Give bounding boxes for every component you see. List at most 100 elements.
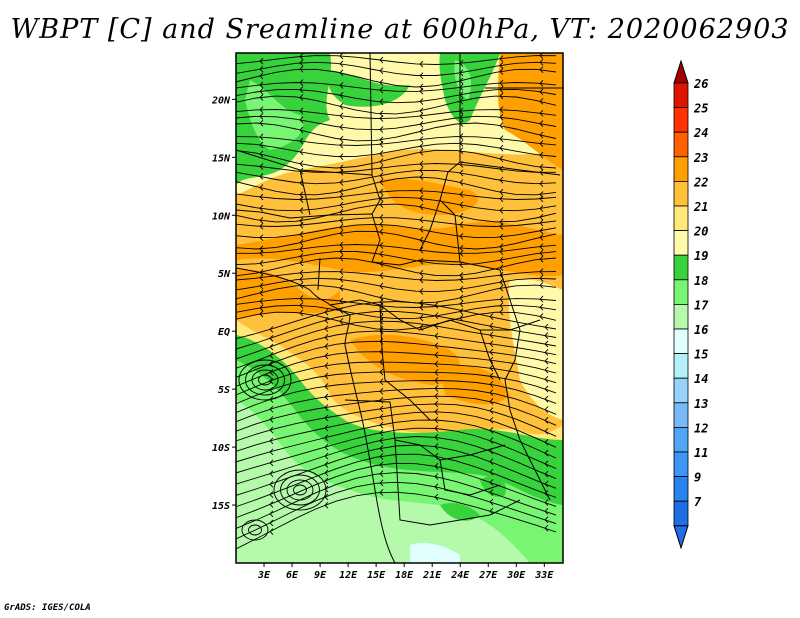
streamline-arrow <box>324 343 329 350</box>
streamline-arrow <box>434 443 439 450</box>
streamline-arrow <box>259 274 264 282</box>
colorbar-segment <box>673 131 689 158</box>
streamline-arrow <box>379 214 384 221</box>
streamline-arrow <box>259 106 264 114</box>
streamline-arrow <box>489 340 494 348</box>
streamline-arrow <box>324 485 329 493</box>
streamline-arrow <box>379 79 384 86</box>
streamline-arrow <box>489 426 494 434</box>
streamline <box>236 88 557 104</box>
streamline-arrow <box>419 226 424 233</box>
streamline-arrow <box>459 179 464 186</box>
streamline-arrow <box>434 483 439 491</box>
colorbar-label: 13 <box>694 397 708 411</box>
streamline-arrow <box>324 383 329 390</box>
streamline-arrow <box>499 122 504 129</box>
streamline-arrow <box>259 216 264 224</box>
colorbar-segment <box>673 402 689 428</box>
streamline-arrow <box>269 426 274 434</box>
streamline-arrow <box>269 416 274 423</box>
streamline <box>236 298 557 308</box>
streamline-arrow <box>379 272 384 279</box>
streamline <box>236 223 557 239</box>
streamline <box>236 257 557 277</box>
streamline-arrow <box>459 250 464 257</box>
streamline-arrow <box>339 141 344 149</box>
streamline-arrow <box>419 246 424 254</box>
streamline-arrow <box>544 406 549 413</box>
streamline-arrow <box>299 116 304 124</box>
colorbar-label: 26 <box>693 77 708 91</box>
streamline-arrow <box>299 275 304 283</box>
streamline-arrow <box>299 207 304 214</box>
streamline-arrow <box>539 66 544 73</box>
colorbar-label: 15 <box>694 348 708 362</box>
streamline-arrow <box>299 59 304 67</box>
streamline <box>236 472 557 529</box>
streamline <box>236 387 557 425</box>
streamline-arrow <box>419 276 424 284</box>
streamline-arrow <box>324 443 329 451</box>
streamline-arrow <box>299 239 304 246</box>
streamline-arrow <box>539 249 544 257</box>
colorbar-label: 18 <box>694 274 708 288</box>
streamline <box>236 142 557 157</box>
streamline-arrow <box>434 377 439 384</box>
streamline-arrow <box>259 163 264 170</box>
streamline-arrow <box>499 113 504 121</box>
streamline-arrow <box>499 243 504 251</box>
streamline-arrow <box>459 244 464 252</box>
streamline <box>236 196 557 212</box>
streamline-arrow <box>419 288 424 295</box>
streamline <box>236 284 557 304</box>
streamline-arrow <box>419 258 424 265</box>
streamline-arrow <box>269 480 274 488</box>
streamline-arrow <box>324 452 329 460</box>
streamline-arrow <box>339 241 344 249</box>
colorbar-label: 24 <box>693 126 708 140</box>
streamline-arrow <box>419 142 424 150</box>
streamline <box>236 68 557 88</box>
streamline-arrow <box>339 268 344 276</box>
streamline-arrow <box>499 256 504 264</box>
streamline-arrow <box>539 281 544 289</box>
streamline <box>236 395 557 435</box>
streamline-arrow <box>434 416 439 424</box>
streamline-arrow <box>419 236 424 244</box>
streamline-arrow <box>489 364 494 372</box>
streamline-arrow <box>459 221 464 228</box>
streamline-arrow <box>299 79 304 86</box>
streamline-arrow <box>299 259 304 267</box>
streamline-arrow <box>419 60 424 68</box>
lat-tick-label: 15N <box>212 153 231 164</box>
streamline-arrow <box>544 349 549 356</box>
streamline-arrow <box>499 165 504 173</box>
streamline-arrow <box>459 213 464 220</box>
streamline-arrow <box>419 149 424 156</box>
streamline-arrow <box>489 479 494 486</box>
lat-tick-label: 15S <box>212 501 230 512</box>
streamline-arrow <box>379 327 384 335</box>
streamline-arrow <box>539 151 544 159</box>
streamline-arrow <box>544 366 549 374</box>
colorbar-segment <box>673 476 689 502</box>
streamline-arrow <box>419 112 424 120</box>
streamline-arrow <box>489 372 494 380</box>
streamline-arrow <box>299 245 304 253</box>
colorbar-label: 11 <box>694 446 708 460</box>
streamline-arrow <box>324 501 329 509</box>
streamline-arrow <box>539 243 544 250</box>
streamline-arrow <box>419 87 424 95</box>
streamline-arrow <box>379 150 384 157</box>
streamline <box>236 380 557 415</box>
streamline-arrow <box>324 372 329 380</box>
streamline <box>236 491 557 550</box>
colorbar-top-arrow <box>673 59 689 84</box>
streamline-arrow <box>339 193 344 201</box>
streamline-arrow <box>434 493 439 501</box>
colorbar-bottom-arrow <box>673 525 689 550</box>
streamline-arrow <box>434 462 439 470</box>
streamline-arrow <box>259 298 264 305</box>
streamline-arrow <box>459 308 464 315</box>
colorbar-segment <box>673 328 689 355</box>
